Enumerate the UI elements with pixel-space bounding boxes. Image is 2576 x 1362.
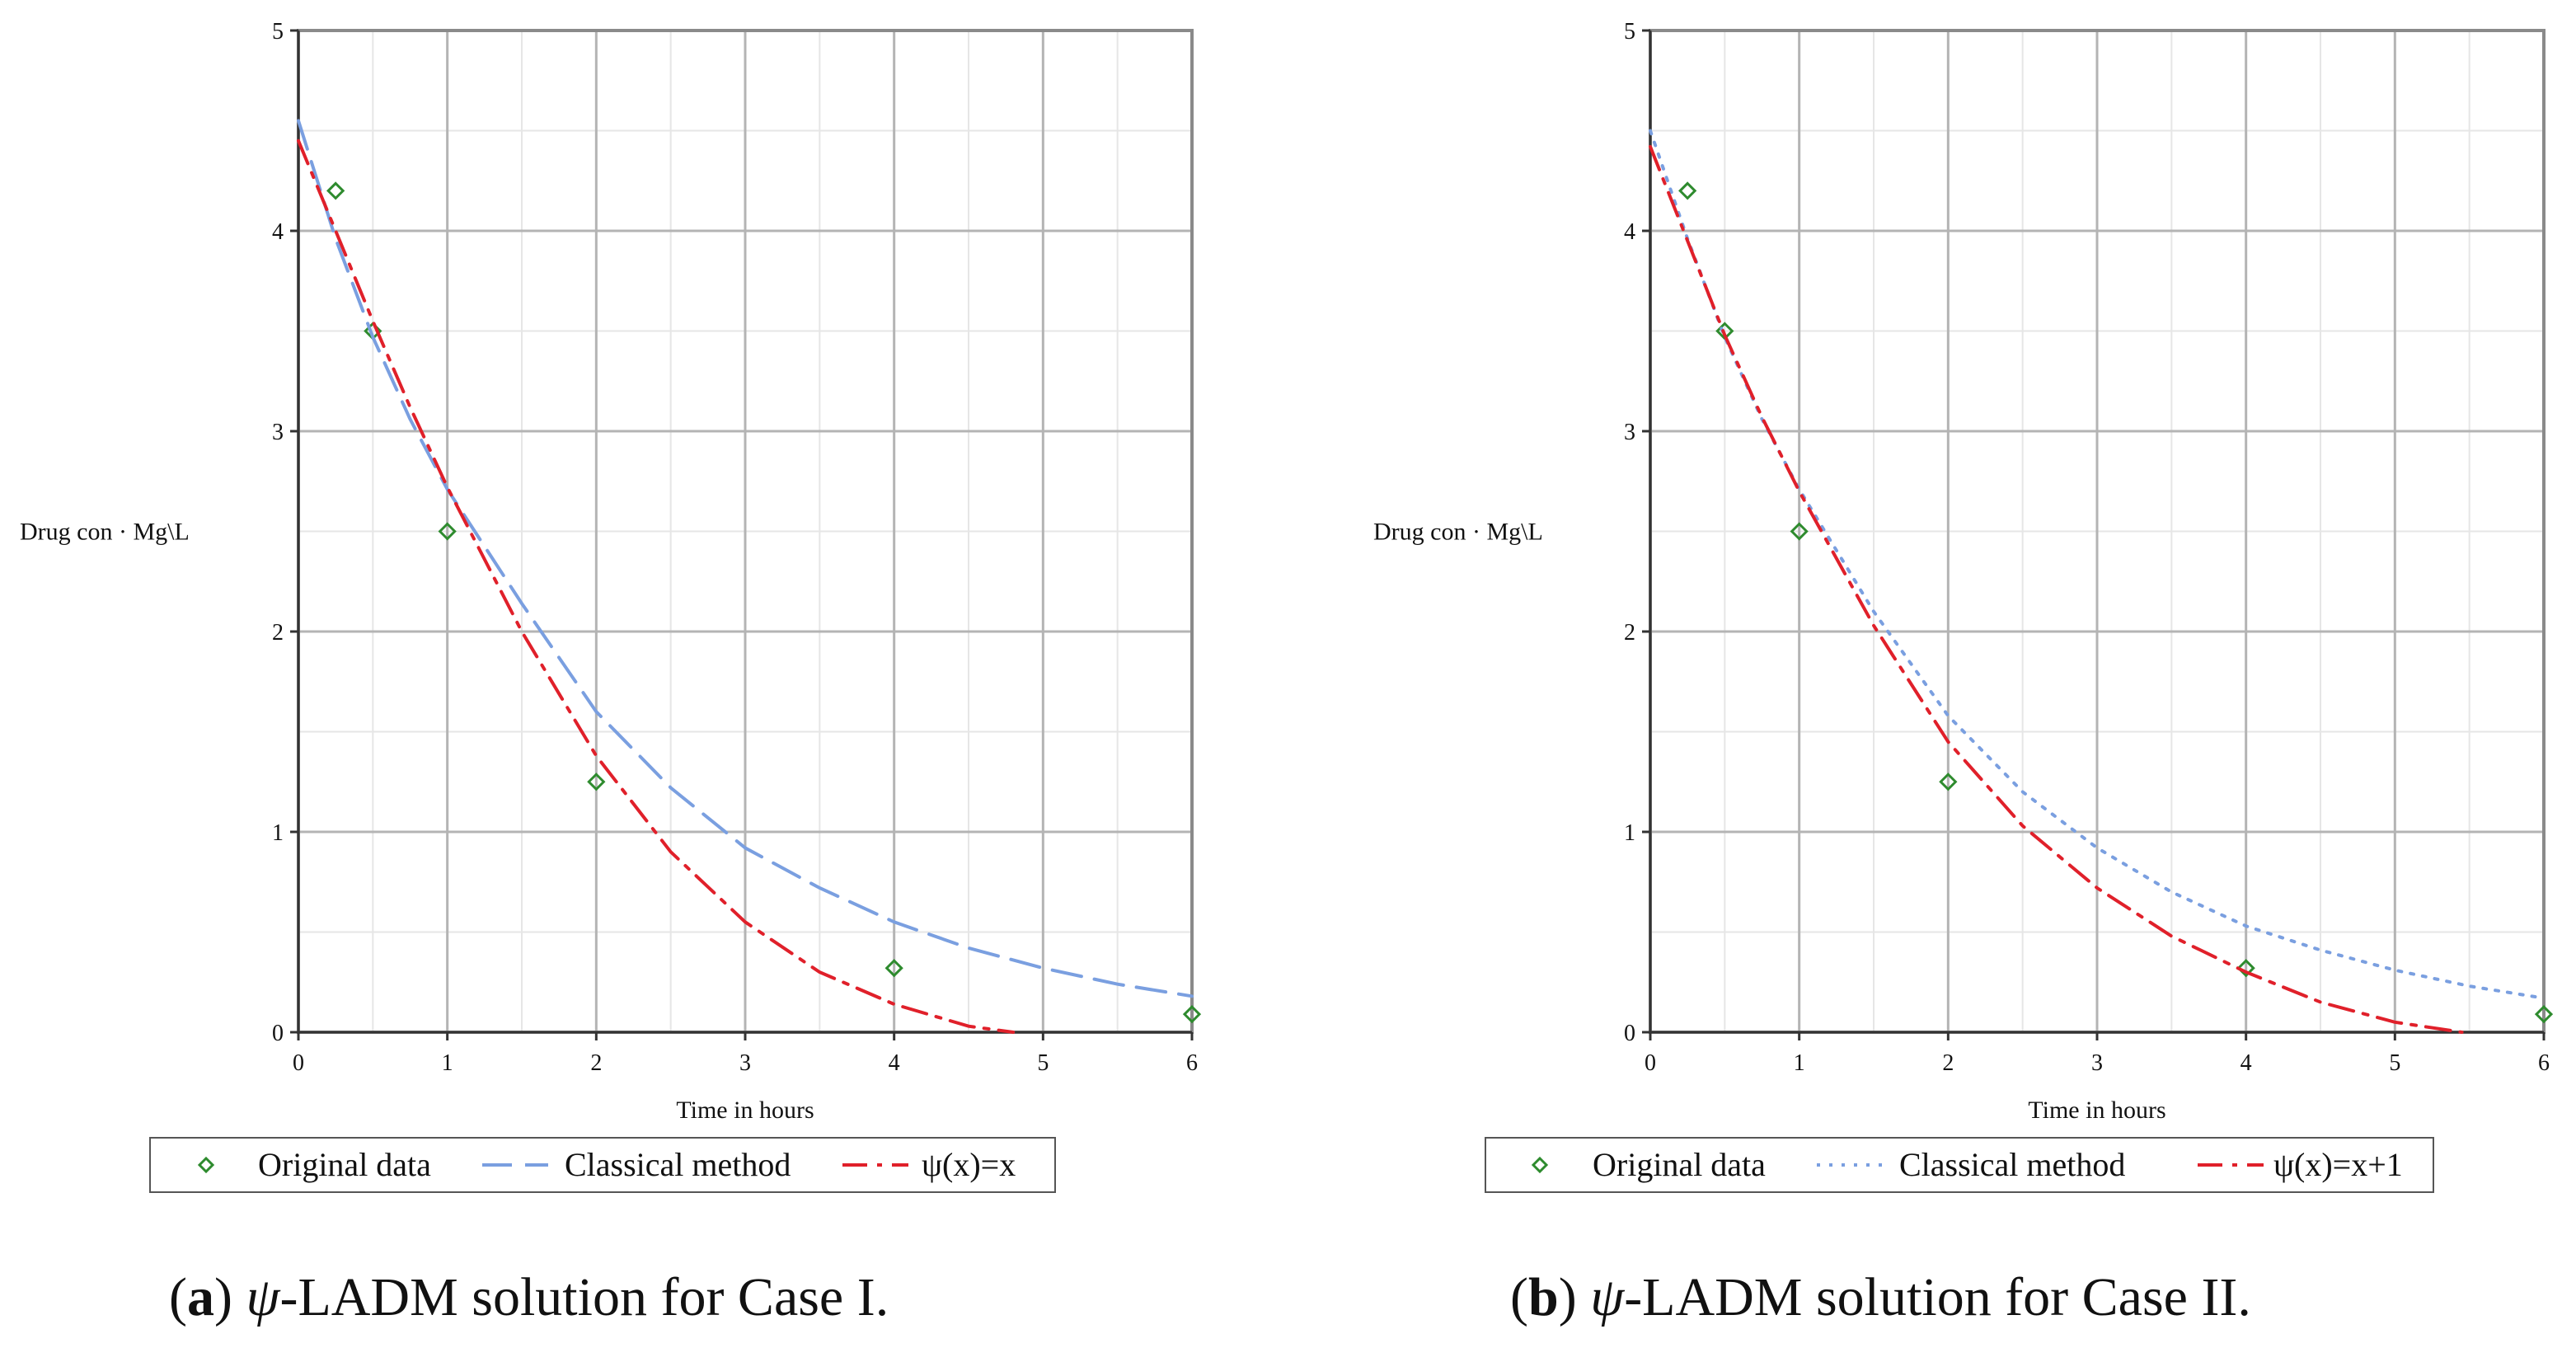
- y-tick-label: 1: [1624, 820, 1635, 846]
- y-tick-label: 5: [1624, 19, 1635, 45]
- x-tick-label: 3: [739, 1050, 751, 1076]
- y-tick-label: 1: [272, 820, 284, 846]
- data-point: [884, 959, 903, 978]
- data-point: [1182, 1005, 1202, 1024]
- x-tick-label: 1: [1794, 1050, 1805, 1076]
- x-tick-label: 6: [2538, 1050, 2550, 1076]
- y-tick-label: 4: [1624, 219, 1635, 245]
- data-point: [438, 522, 457, 541]
- y-tick-label: 4: [272, 219, 284, 245]
- x-tick-label: 1: [442, 1050, 453, 1076]
- caption-paren-open: (: [169, 1267, 187, 1327]
- y-axis-label: Drug con · Mg\L: [20, 519, 190, 546]
- data-point: [1678, 181, 1697, 200]
- x-tick-label: 2: [1942, 1050, 1954, 1076]
- legend-label: Original data: [258, 1146, 431, 1183]
- series-line-dashed: [297, 119, 1194, 998]
- caption-text: -LADM solution for Case I.: [279, 1267, 889, 1327]
- caption-text: -LADM solution for Case II.: [1624, 1267, 2251, 1327]
- x-axis-label: Time in hours: [676, 1097, 814, 1124]
- data-point: [326, 181, 345, 200]
- figure-caption: (a) ψ-LADM solution for Case I.: [169, 1267, 889, 1327]
- y-tick-label: 5: [272, 19, 284, 45]
- caption-letter: b: [1528, 1267, 1559, 1327]
- legend-label: Classical method: [565, 1146, 791, 1183]
- caption-psi: ψ: [1590, 1267, 1625, 1327]
- y-tick-label: 2: [1624, 620, 1635, 646]
- legend-marker: [197, 1156, 215, 1174]
- x-axis-label: Time in hours: [2028, 1097, 2165, 1124]
- chart-panel-b: 0 1 2 3 4 5 6 0 1 2 3 4 5 Time in hours Drug con · Mg\…: [1373, 19, 2554, 1327]
- x-tick-label: 2: [590, 1050, 602, 1076]
- caption-paren-close: ): [1559, 1267, 1590, 1327]
- y-tick-label: 0: [272, 1021, 284, 1046]
- y-tick-label: 0: [1624, 1021, 1635, 1046]
- caption-letter: a: [187, 1267, 214, 1327]
- series-line-dashdot: [297, 139, 1016, 1034]
- x-tick-label: 5: [2389, 1050, 2400, 1076]
- legend-marker: [1531, 1156, 1549, 1174]
- data-point: [587, 773, 606, 791]
- series-line-dashdot: [1649, 144, 2464, 1034]
- legend-label: Original data: [1593, 1146, 1766, 1183]
- x-tick-label: 4: [889, 1050, 900, 1076]
- chart-panel-a: 0 1 2 3 4 5 6 0 1 2 3 4 5 Time in hours Drug con · Mg\…: [20, 19, 1202, 1327]
- y-axis-label: Drug con · Mg\L: [1373, 519, 1543, 546]
- x-tick-label: 0: [1645, 1050, 1656, 1076]
- x-tick-label: 6: [1186, 1050, 1198, 1076]
- legend: Original data Classical method ψ(x)=x+1: [1485, 1137, 2434, 1193]
- data-point: [2236, 959, 2255, 978]
- legend-label: ψ(x)=x: [922, 1146, 1016, 1183]
- legend-label: Classical method: [1899, 1146, 2125, 1183]
- x-tick-label: 4: [2241, 1050, 2252, 1076]
- data-point: [1790, 522, 1809, 541]
- y-tick-label: 2: [272, 620, 284, 646]
- x-tick-label: 3: [2091, 1050, 2103, 1076]
- caption-psi: ψ: [246, 1267, 280, 1327]
- data-point: [2534, 1005, 2554, 1024]
- legend-box: [1485, 1137, 2434, 1193]
- figure-caption: (b) ψ-LADM solution for Case II.: [1510, 1267, 2251, 1327]
- x-tick-label: 0: [293, 1050, 304, 1076]
- legend: Original data Classical method ψ(x)=x: [149, 1137, 1056, 1193]
- caption-paren-open: (: [1510, 1267, 1528, 1327]
- y-tick-label: 3: [1624, 420, 1635, 445]
- y-tick-label: 3: [272, 420, 284, 445]
- x-tick-label: 5: [1037, 1050, 1049, 1076]
- legend-label: ψ(x)=x+1: [2273, 1146, 2403, 1183]
- data-point: [1939, 773, 1958, 791]
- caption-paren-close: ): [214, 1267, 246, 1327]
